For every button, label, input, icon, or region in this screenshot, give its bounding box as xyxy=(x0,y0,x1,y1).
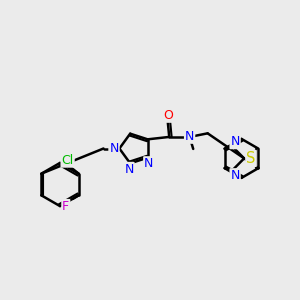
Text: Cl: Cl xyxy=(61,154,74,167)
Text: N: N xyxy=(109,142,119,155)
Text: S: S xyxy=(246,151,256,166)
Text: F: F xyxy=(62,200,69,213)
Text: N: N xyxy=(144,157,154,170)
Text: N: N xyxy=(124,163,134,176)
Text: N: N xyxy=(185,130,194,143)
Text: O: O xyxy=(163,109,173,122)
Text: N: N xyxy=(230,169,240,182)
Text: N: N xyxy=(230,135,240,148)
